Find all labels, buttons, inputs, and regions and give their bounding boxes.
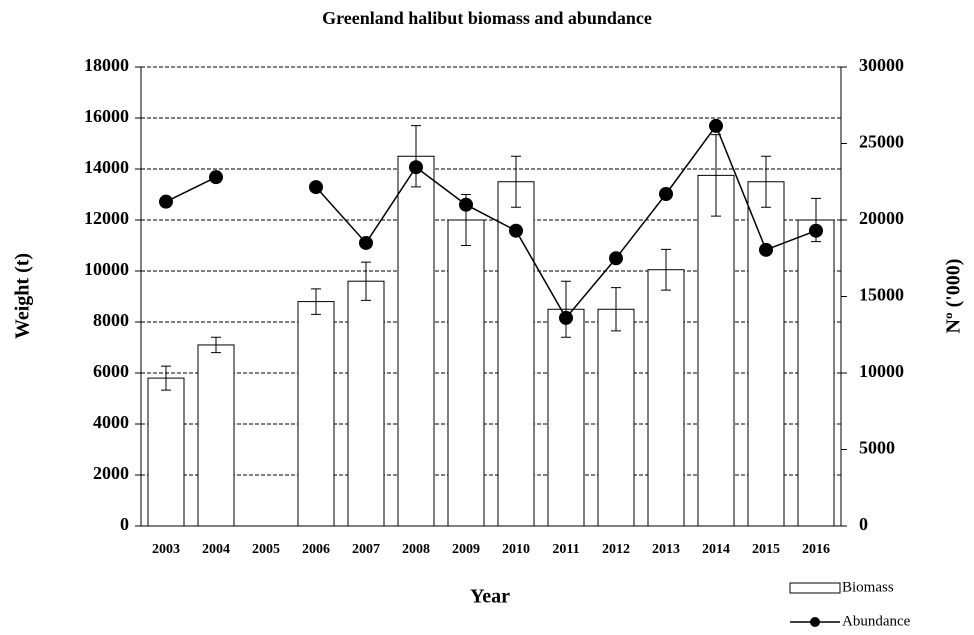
- bar: [647, 269, 685, 527]
- x-tick-label: 2004: [202, 542, 230, 557]
- error-bar: [511, 155, 521, 208]
- y-tick-label: 6000: [93, 361, 129, 381]
- x-tick-label: 2014: [702, 542, 730, 557]
- y2-tick-label: 20000: [859, 208, 904, 228]
- marker: [409, 160, 423, 175]
- y-tick-label: 2000: [93, 463, 129, 483]
- x-tick-label: 2013: [652, 542, 680, 557]
- bar: [597, 308, 635, 527]
- y2-tick-label: 15000: [859, 285, 904, 305]
- y-tick-label: 10000: [84, 259, 129, 279]
- bar: [447, 219, 485, 527]
- marker: [459, 197, 473, 212]
- error-bar: [211, 336, 221, 354]
- marker: [809, 223, 823, 238]
- line: [165, 176, 217, 203]
- marker: [709, 118, 723, 133]
- y-tick-label: 0: [120, 514, 129, 534]
- marker: [759, 242, 773, 257]
- error-bar: [311, 288, 321, 315]
- x-tick-label: 2005: [252, 542, 280, 557]
- x-tick-label: 2012: [602, 542, 630, 557]
- marker: [509, 223, 523, 238]
- bar: [697, 174, 735, 527]
- marker: [309, 180, 323, 195]
- legend-marker: [810, 617, 820, 627]
- bar: [497, 181, 535, 527]
- y2-axis-label: Nº ('000): [943, 259, 965, 334]
- x-tick-label: 2003: [152, 542, 180, 557]
- chart-title: Greenland halibut biomass and abundance: [322, 8, 652, 28]
- y-tick-label: 4000: [93, 412, 129, 432]
- y-tick-label: 18000: [84, 55, 129, 75]
- x-tick-label: 2015: [752, 542, 780, 557]
- y2-tick-label: 10000: [859, 361, 904, 381]
- x-tick-label: 2009: [452, 542, 480, 557]
- y2-tick-label: 5000: [859, 438, 895, 458]
- bar: [747, 181, 785, 527]
- legend-label: Abundance: [842, 613, 911, 629]
- bar: [347, 280, 385, 527]
- y-tick-label: 8000: [93, 310, 129, 330]
- x-tick-label: 2011: [552, 542, 579, 557]
- marker: [559, 310, 573, 325]
- x-tick-label: 2007: [352, 542, 380, 557]
- bar: [297, 301, 335, 527]
- marker: [609, 251, 623, 266]
- x-axis-label: Year: [470, 586, 510, 608]
- bar: [547, 308, 585, 527]
- y-tick-label: 16000: [84, 106, 129, 126]
- bar: [197, 344, 235, 527]
- marker: [159, 194, 173, 209]
- x-tick-label: 2010: [502, 542, 530, 557]
- y2-tick-label: 25000: [859, 132, 904, 152]
- marker: [209, 170, 223, 185]
- error-bar: [611, 287, 621, 332]
- x-tick-label: 2006: [302, 542, 330, 557]
- error-bar: [161, 365, 171, 391]
- y-tick-label: 14000: [84, 157, 129, 177]
- legend-label: Biomass: [842, 579, 894, 595]
- legend-swatch: [789, 582, 841, 594]
- y2-tick-label: 0: [859, 514, 868, 534]
- bar: [147, 377, 185, 527]
- y2-tick-label: 30000: [859, 55, 904, 75]
- bar: [797, 219, 835, 527]
- x-tick-label: 2008: [402, 542, 430, 557]
- marker: [659, 186, 673, 201]
- error-bar: [761, 155, 771, 208]
- bar: [397, 155, 435, 527]
- error-bar: [561, 280, 571, 338]
- y-tick-label: 12000: [84, 208, 129, 228]
- marker: [359, 235, 373, 250]
- y-axis-label: Weight (t): [12, 253, 34, 339]
- x-tick-label: 2016: [802, 542, 830, 557]
- error-bar: [361, 261, 371, 301]
- error-bar: [661, 248, 671, 291]
- error-bar: [411, 125, 421, 188]
